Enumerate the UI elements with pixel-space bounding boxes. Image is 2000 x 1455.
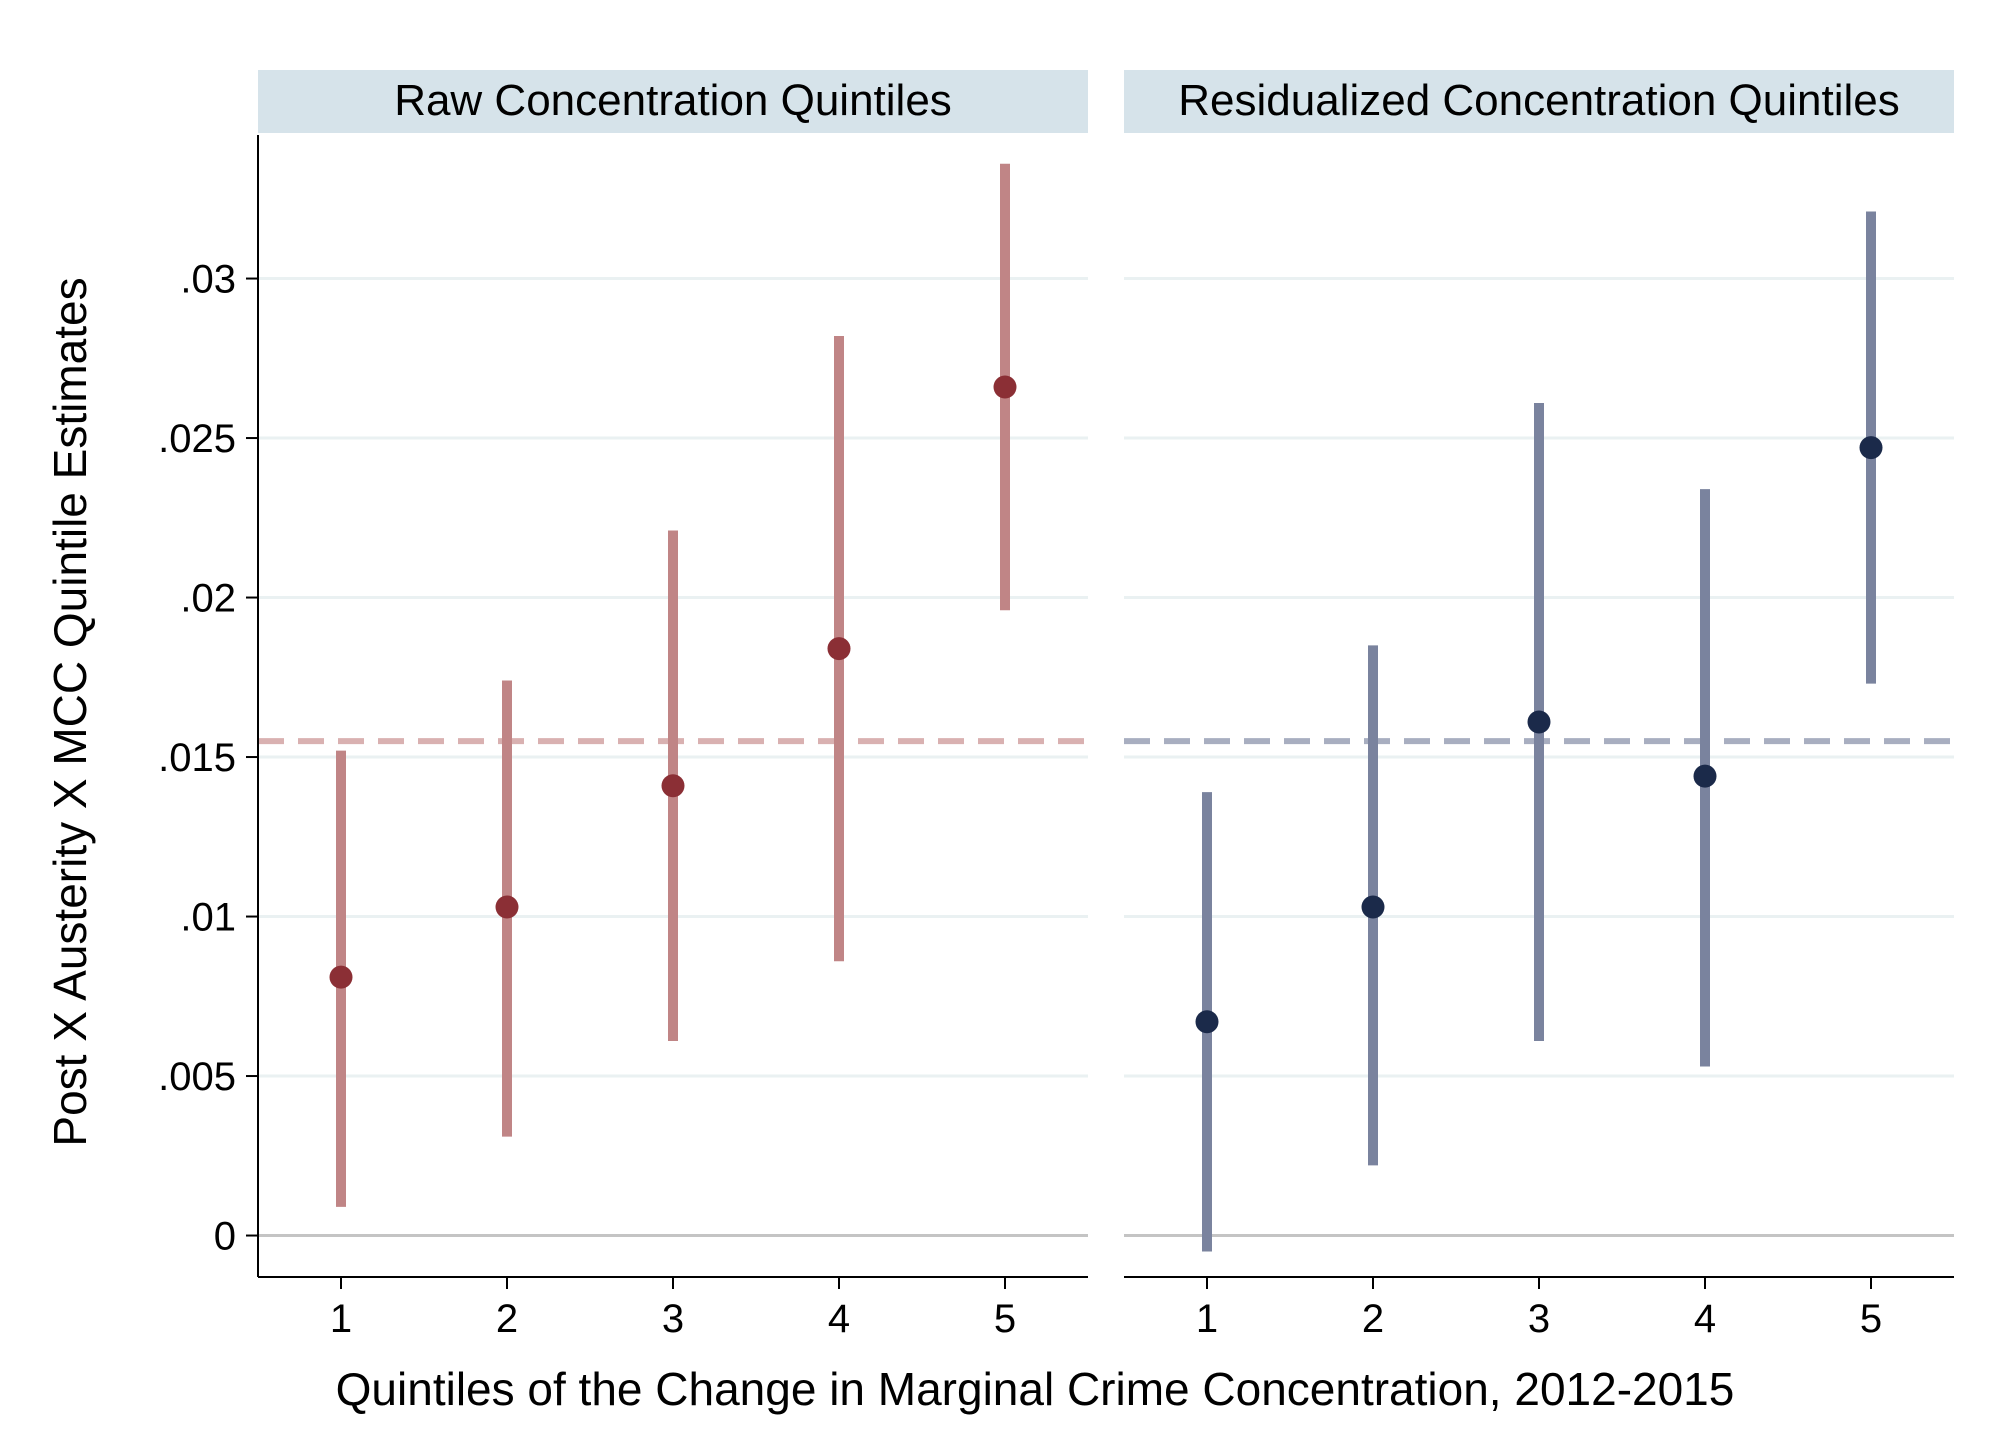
x-tick-label: 3 (662, 1297, 684, 1341)
point-estimate (1859, 436, 1883, 460)
point-estimate (1361, 895, 1385, 919)
panel-title-strip (1124, 70, 1954, 133)
point-estimate (1527, 710, 1551, 734)
y-axis-label: Post X Austerity X MCC Quintile Estimate… (44, 277, 96, 1146)
x-tick-label: 5 (994, 1297, 1016, 1341)
panel-title: Raw Concentration Quintiles (394, 76, 952, 125)
point-estimate (1195, 1010, 1219, 1034)
panel-1: Raw Concentration Quintiles 1 2 3 4 5 (258, 70, 1088, 1341)
point-estimate (1693, 764, 1717, 788)
panel-2: Residualized Concentration Quintiles 1 2 3 4… (1124, 70, 1954, 1341)
point-estimate (827, 637, 851, 661)
y-tick-label: .02 (180, 577, 236, 621)
x-tick-label: 5 (1860, 1297, 1882, 1341)
panel-title: Residualized Concentration Quintiles (1178, 76, 1900, 125)
x-tick-label: 1 (330, 1297, 352, 1341)
x-tick-label: 4 (1694, 1297, 1716, 1341)
x-tick-label: 1 (1196, 1297, 1218, 1341)
y-tick-label: .005 (158, 1055, 236, 1099)
y-tick-label: 0 (214, 1215, 236, 1259)
y-axis: 0 .005 .01 .015 .02 .025 .03 (158, 135, 259, 1277)
x-tick-label: 4 (828, 1297, 850, 1341)
point-estimate (993, 375, 1017, 399)
x-tick-label: 2 (1362, 1297, 1384, 1341)
x-tick-label: 2 (496, 1297, 518, 1341)
x-axis-label: Quintiles of the Change in Marginal Crim… (336, 1363, 1735, 1415)
y-tick-label: .015 (158, 736, 236, 780)
y-tick-label: .025 (158, 417, 236, 461)
y-tick-label: .01 (180, 896, 236, 940)
point-estimate (661, 774, 685, 798)
point-estimate (329, 965, 353, 989)
panel-title-strip (258, 70, 1088, 133)
point-estimate (495, 895, 519, 919)
y-tick-label: .03 (180, 258, 236, 302)
x-tick-label: 3 (1528, 1297, 1550, 1341)
